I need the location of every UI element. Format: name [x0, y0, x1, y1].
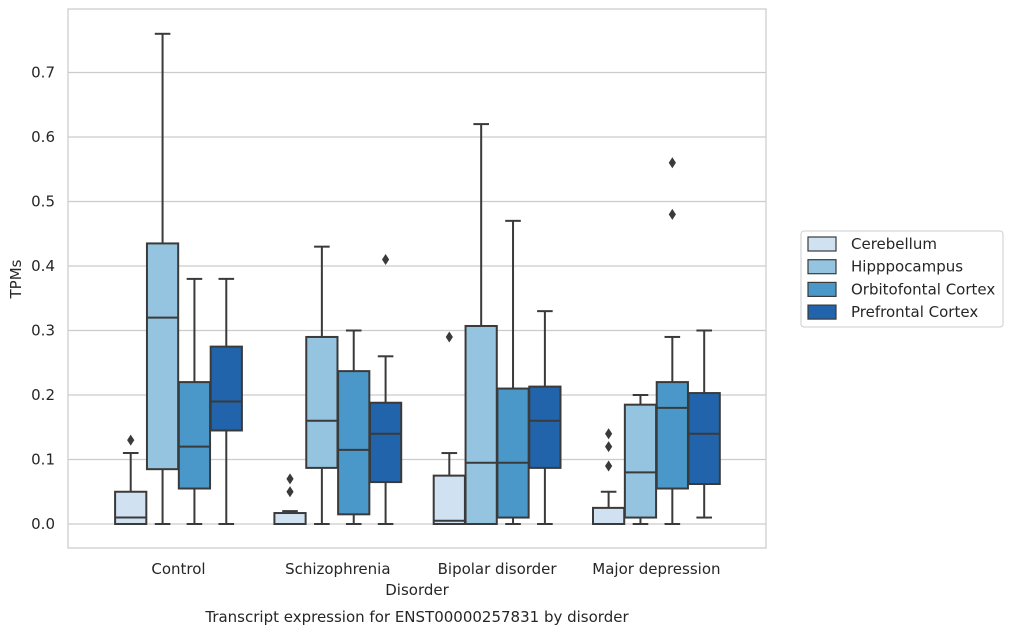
outlier-point	[605, 441, 613, 453]
y-axis-ticks: 0.0 0.1 0.2 0.3 0.4 0.5 0.6 0.7	[31, 64, 55, 534]
box-body	[623, 403, 658, 519]
box-body	[687, 392, 721, 486]
y-tick-label: 0.4	[31, 257, 55, 275]
box-orbitofontal-cortex-major-depression	[655, 157, 689, 525]
box-hipppocampus-schizophrenia	[305, 245, 339, 525]
box-prefrontal-cortex-major-depression	[687, 329, 721, 519]
box-hipppocampus-control	[145, 32, 180, 525]
box-hipppocampus-major-depression	[623, 394, 658, 525]
outlier-point	[286, 473, 294, 485]
box-body	[305, 335, 339, 469]
y-tick-label: 0.1	[31, 451, 55, 469]
outlier-point	[286, 486, 294, 498]
box-cerebellum-control	[114, 434, 148, 525]
box-body	[209, 345, 243, 432]
y-tick-label: 0.5	[31, 193, 55, 211]
y-tick-label: 0.6	[31, 128, 55, 146]
x-tick-label: Bipolar disorder	[438, 560, 558, 578]
outlier-point	[605, 460, 613, 472]
box-prefrontal-cortex-schizophrenia	[368, 254, 403, 525]
y-tick-label: 0.2	[31, 386, 55, 404]
box-body	[655, 381, 689, 490]
box-orbitofontal-cortex-control	[177, 277, 212, 525]
legend-label: Orbitofontal Cortex	[851, 280, 995, 298]
legend-frame	[800, 230, 1004, 328]
box-body	[528, 385, 562, 469]
outlier-point	[381, 254, 390, 266]
legend: Cerebellum Hipppocampus Orbitofontal Corte…	[800, 230, 1004, 328]
outlier-point	[668, 157, 676, 169]
box-body	[177, 381, 212, 490]
box-cerebellum-schizophrenia	[273, 473, 307, 525]
outlier-point	[445, 331, 453, 343]
x-tick-label: Schizophrenia	[285, 560, 390, 578]
legend-label: Prefrontal Cortex	[851, 303, 978, 321]
x-tick-label: Control	[151, 560, 205, 578]
y-tick-label: 0.3	[31, 322, 55, 340]
box-body	[337, 370, 371, 516]
outlier-point	[668, 208, 676, 220]
legend-swatch	[807, 259, 837, 275]
box-body	[368, 401, 403, 484]
box-hipppocampus-bipolar-disorder	[464, 123, 498, 525]
boxes-layer	[114, 32, 721, 525]
y-axis-label: TPMs	[7, 259, 25, 299]
y-tick-label: 0.0	[31, 515, 55, 533]
legend-swatch	[807, 281, 837, 297]
box-prefrontal-cortex-control	[209, 277, 243, 525]
outlier-point	[127, 434, 135, 446]
legend-label: Hipppocampus	[851, 258, 963, 276]
box-body	[145, 242, 180, 471]
x-axis-label: Disorder	[385, 581, 449, 599]
box-body	[114, 490, 148, 525]
box-body	[591, 506, 626, 525]
legend-swatch	[807, 236, 837, 252]
box-prefrontal-cortex-bipolar-disorder	[528, 310, 562, 525]
box-body	[273, 512, 307, 525]
outlier-point	[605, 428, 613, 440]
legend-swatch	[807, 304, 837, 320]
box-body	[464, 324, 498, 525]
box-body	[432, 474, 466, 525]
box-body	[496, 387, 530, 519]
y-tick-label: 0.7	[31, 64, 55, 82]
x-axis-ticks: Control Schizophrenia Bipolar disorder Majo…	[151, 560, 720, 578]
box-cerebellum-major-depression	[591, 428, 626, 525]
x-tick-label: Major depression	[592, 560, 720, 578]
chart-caption: Transcript expression for ENST0000025783…	[204, 608, 629, 626]
legend-label: Cerebellum	[851, 235, 937, 253]
